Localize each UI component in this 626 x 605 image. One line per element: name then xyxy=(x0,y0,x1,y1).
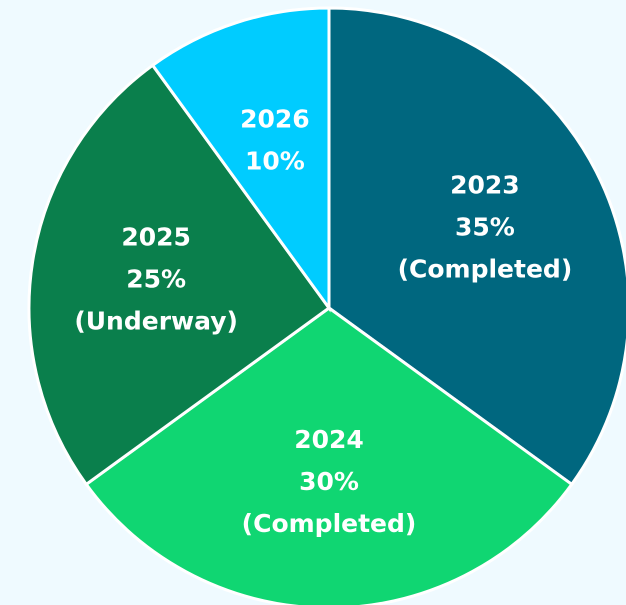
pie-slice xyxy=(84,306,574,605)
pie-slice xyxy=(150,6,331,313)
slice-year: 2023 xyxy=(450,171,520,200)
slice-status: (Underway) xyxy=(74,307,238,336)
slice-year: 2025 xyxy=(121,223,191,252)
pie-slice xyxy=(327,6,626,487)
slice-percent: 35% xyxy=(455,213,515,242)
slice-status: (Completed) xyxy=(398,255,573,284)
slice-year: 2024 xyxy=(294,425,364,454)
slice-status: (Completed) xyxy=(242,509,417,538)
slice-year: 2026 xyxy=(240,105,310,134)
slice-percent: 30% xyxy=(299,467,359,496)
pie-slice xyxy=(27,63,332,487)
slice-percent: 25% xyxy=(126,265,186,294)
slice-percent: 10% xyxy=(245,147,305,176)
